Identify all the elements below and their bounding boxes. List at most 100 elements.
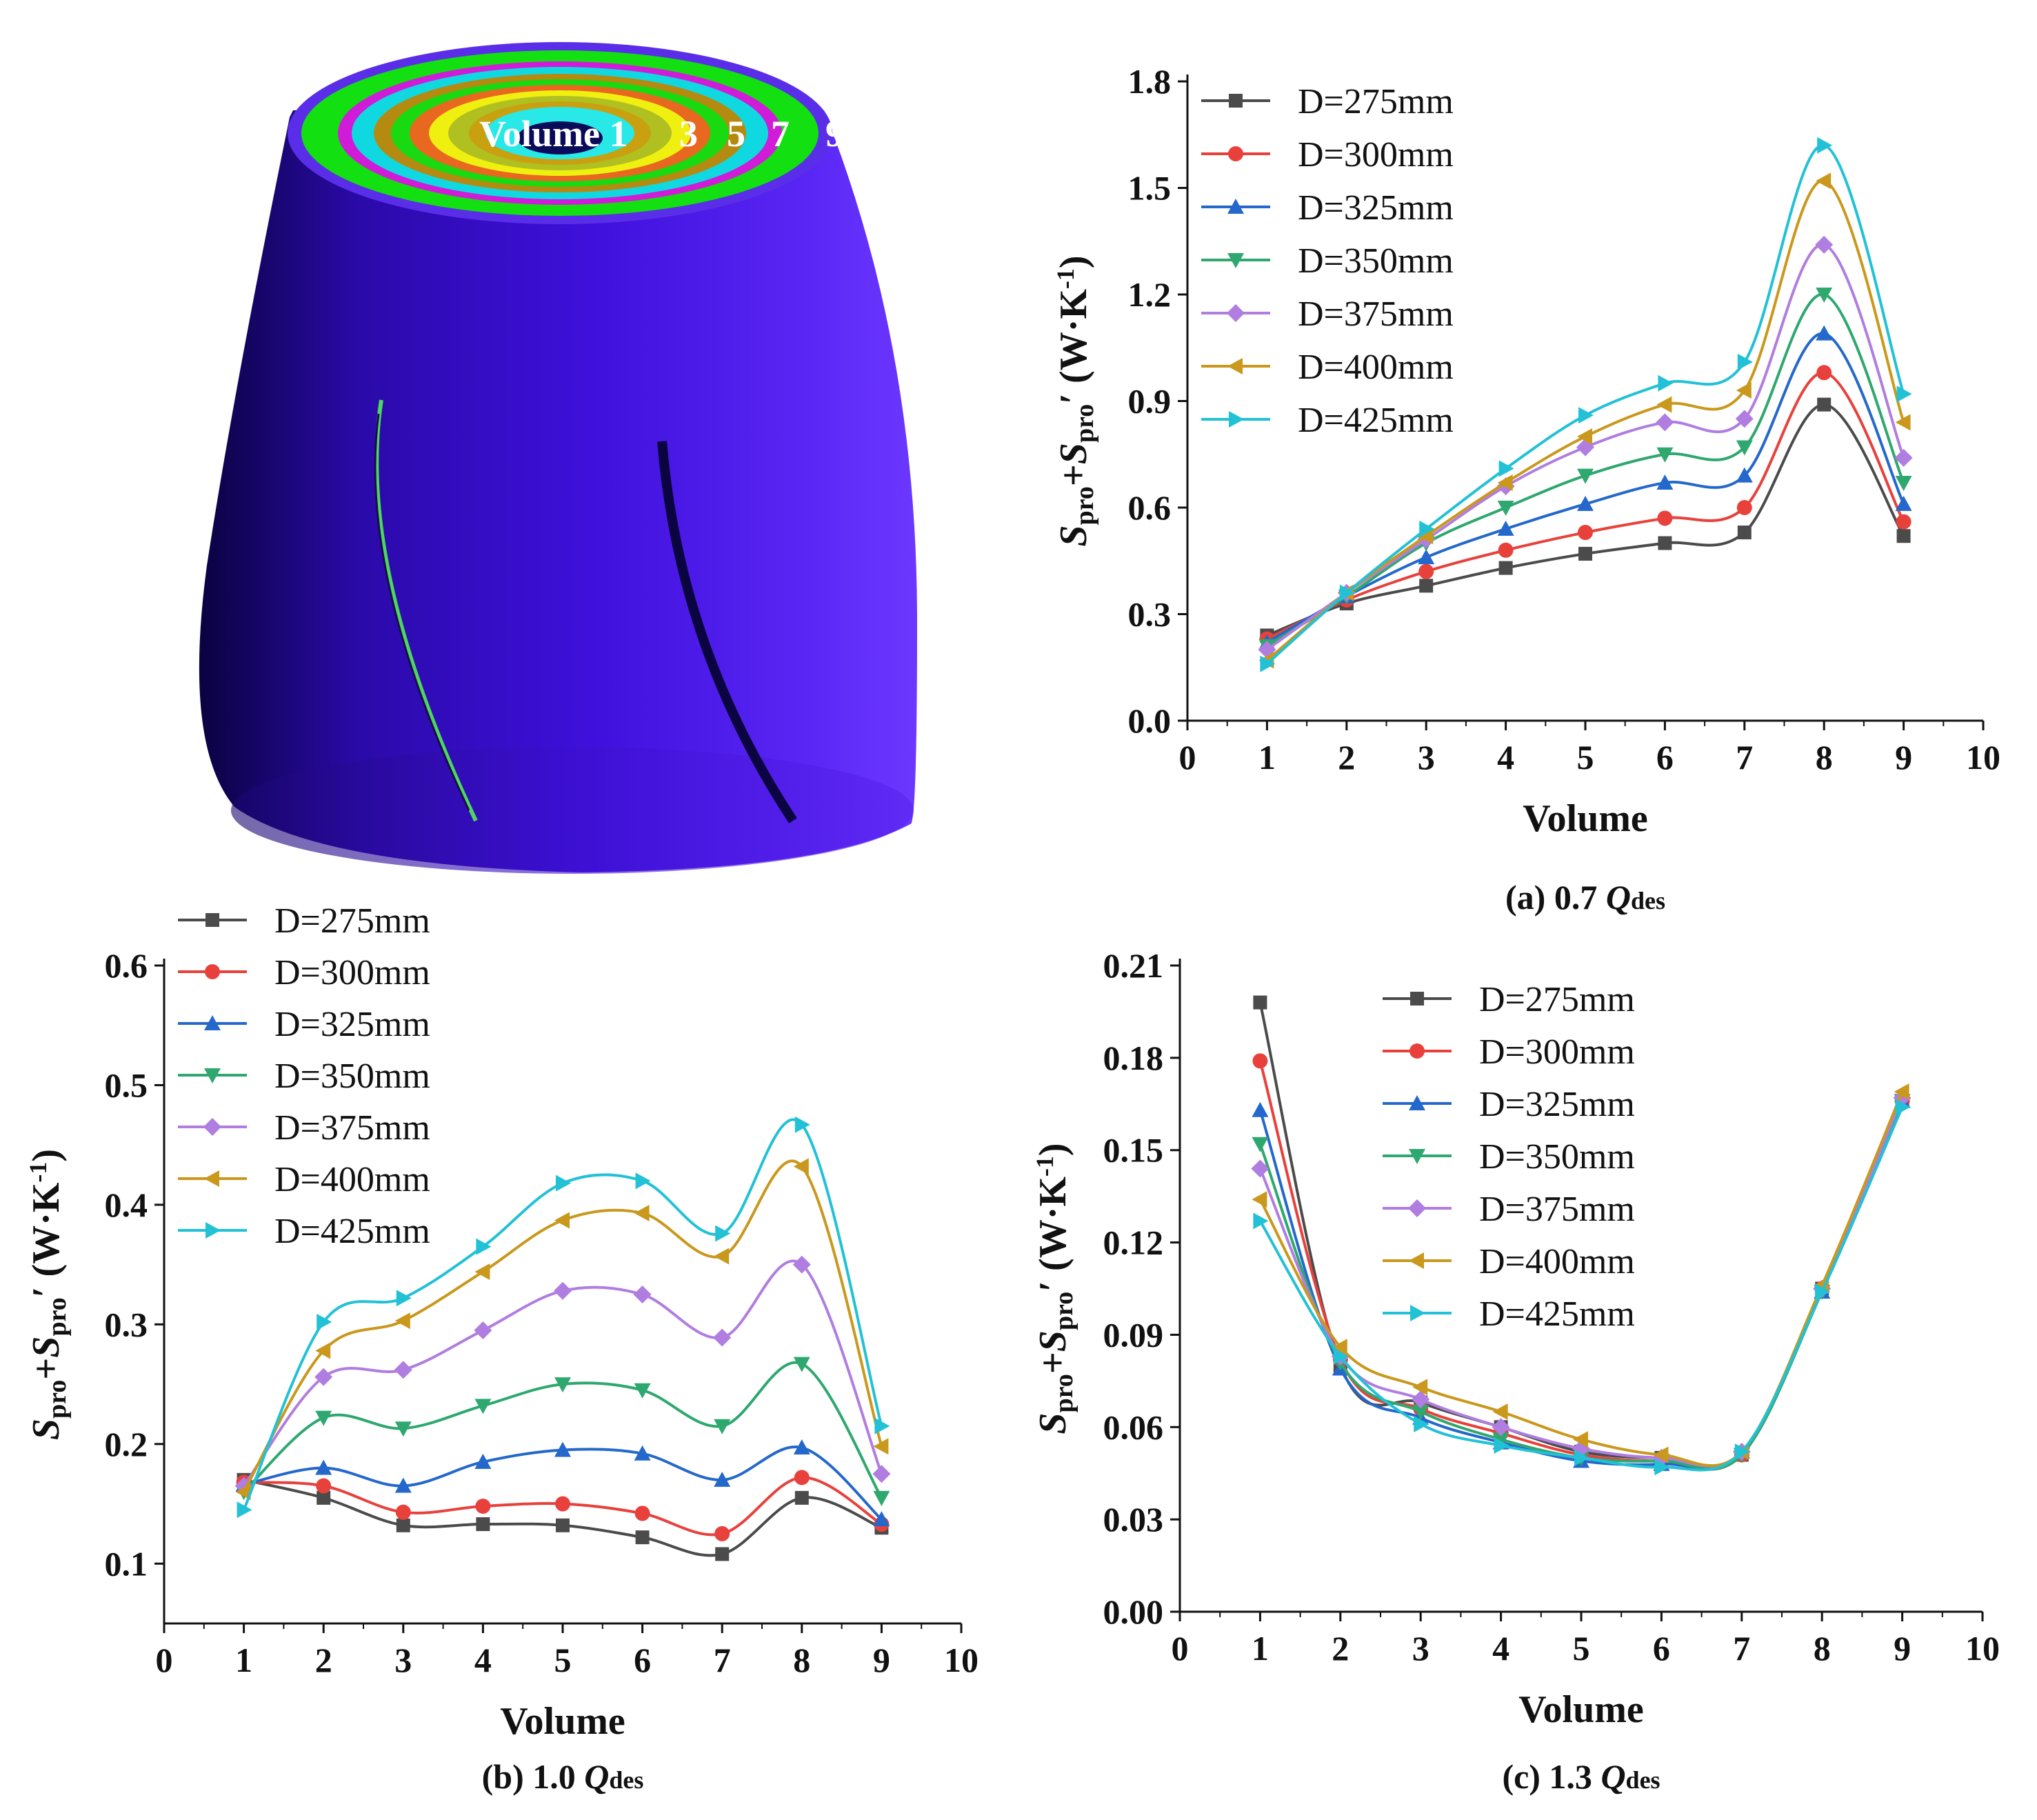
data-point bbox=[1260, 655, 1276, 672]
legend-marker bbox=[204, 1068, 221, 1083]
blade-edge-left-shadow bbox=[374, 413, 470, 811]
y-axis-label-part: pro bbox=[1050, 1374, 1078, 1412]
y-axis-label-part: pro bbox=[1050, 1292, 1078, 1330]
data-point bbox=[1573, 1431, 1588, 1448]
data-point bbox=[315, 1410, 332, 1426]
series-D=425mm bbox=[1253, 1099, 1911, 1476]
volume-label-9: 9 bbox=[825, 113, 844, 154]
data-point bbox=[1817, 137, 1833, 154]
y-axis-label-part: S bbox=[1052, 443, 1095, 464]
series-D=300mm bbox=[1259, 365, 1911, 647]
volume-label-5: 5 bbox=[727, 113, 745, 154]
data-point bbox=[714, 1526, 730, 1541]
y-axis-label-part: + bbox=[25, 1358, 68, 1380]
legend-label: D=275mm bbox=[1479, 980, 1635, 1019]
data-point bbox=[1735, 410, 1754, 428]
y-tick-label: 0.6 bbox=[105, 946, 148, 985]
y-tick-label: 0.00 bbox=[1103, 1592, 1164, 1631]
y-axis-label: Spro+Spro′ (W·K-1) bbox=[1052, 255, 1099, 546]
y-tick-label: 0.21 bbox=[1103, 946, 1164, 985]
data-point bbox=[556, 1518, 570, 1532]
legend-marker bbox=[1408, 1199, 1426, 1217]
data-point bbox=[873, 1490, 890, 1506]
data-point bbox=[1252, 1191, 1267, 1208]
data-point bbox=[554, 1377, 571, 1393]
data-point bbox=[475, 1499, 491, 1514]
legend-label: D=325mm bbox=[274, 1005, 430, 1044]
data-point bbox=[474, 1453, 492, 1469]
legend: D=275mm D=300mm D=325mm D=350mm D=375mm D=400… bbox=[178, 901, 430, 1251]
data-point bbox=[714, 1419, 731, 1434]
data-point bbox=[474, 1263, 490, 1281]
series-D=350mm bbox=[235, 1357, 890, 1506]
legend-label: D=300mm bbox=[1479, 1032, 1635, 1072]
y-tick-label: 0.3 bbox=[1128, 595, 1172, 634]
volume-rings bbox=[288, 42, 832, 224]
data-point bbox=[1815, 1283, 1831, 1300]
x-tick-label: 9 bbox=[1894, 1629, 1911, 1668]
caption-prefix: (a) 0.7 bbox=[1505, 878, 1606, 917]
data-point bbox=[1497, 501, 1514, 516]
legend-marker bbox=[1409, 1095, 1425, 1110]
data-point bbox=[1734, 1443, 1750, 1460]
x-tick-label: 5 bbox=[554, 1641, 572, 1679]
legend-marker bbox=[1229, 411, 1244, 428]
legend-marker bbox=[1410, 992, 1424, 1006]
legend-label: D=400mm bbox=[1479, 1242, 1635, 1281]
data-point bbox=[872, 1465, 891, 1483]
data-point bbox=[1737, 526, 1752, 540]
data-point bbox=[1252, 1101, 1269, 1117]
data-point bbox=[794, 1116, 810, 1133]
x-tick-label: 7 bbox=[714, 1641, 731, 1679]
y-tick-label: 1.2 bbox=[1128, 275, 1172, 314]
data-point bbox=[1737, 353, 1753, 370]
x-tick-label: 7 bbox=[1736, 738, 1753, 777]
legend-label: D=350mm bbox=[1298, 241, 1454, 281]
data-point bbox=[1656, 396, 1672, 413]
data-point bbox=[556, 1174, 571, 1192]
data-point bbox=[1252, 1053, 1268, 1069]
data-point bbox=[555, 1496, 570, 1512]
x-axis-label: Volume bbox=[1518, 1688, 1644, 1731]
data-point bbox=[1578, 407, 1594, 424]
y-tick-label: 0.9 bbox=[1128, 382, 1172, 421]
x-tick-label: 3 bbox=[394, 1641, 412, 1679]
x-tick-label: 4 bbox=[1497, 738, 1514, 777]
data-point bbox=[1656, 413, 1674, 432]
data-point bbox=[1412, 1390, 1430, 1409]
data-point bbox=[316, 1478, 332, 1494]
data-point bbox=[1339, 584, 1355, 601]
data-point bbox=[1736, 500, 1752, 515]
data-point bbox=[395, 1504, 411, 1520]
data-point bbox=[476, 1517, 490, 1532]
y-axis-label-part: ) bbox=[25, 1149, 68, 1162]
x-tick-label: 6 bbox=[634, 1641, 651, 1679]
legend-marker bbox=[205, 913, 219, 927]
data-point bbox=[1736, 440, 1753, 456]
data-point bbox=[634, 1205, 650, 1222]
data-point bbox=[1895, 475, 1912, 491]
y-axis-label: Spro+Spro′ (W·K-1) bbox=[24, 1149, 72, 1440]
data-point bbox=[1577, 428, 1592, 445]
data-point bbox=[1656, 447, 1674, 463]
y-axis-label-part: ′ (W·K bbox=[25, 1182, 68, 1297]
y-axis-label-part: ) bbox=[1052, 255, 1095, 268]
series-D=275mm bbox=[1260, 397, 1911, 643]
x-tick-label: 8 bbox=[793, 1641, 810, 1679]
legend-marker bbox=[1409, 1149, 1425, 1164]
data-point bbox=[1498, 561, 1513, 575]
data-point bbox=[714, 1471, 731, 1487]
data-point bbox=[1332, 1339, 1347, 1356]
data-point bbox=[1895, 1099, 1911, 1116]
series-line bbox=[1258, 1002, 1904, 1470]
legend-marker bbox=[205, 964, 220, 979]
legend-marker bbox=[203, 1118, 221, 1136]
y-tick-label: 1.5 bbox=[1128, 169, 1172, 208]
legend-marker bbox=[1227, 304, 1245, 322]
y-axis-label-part: + bbox=[1052, 464, 1095, 486]
x-tick-label: 3 bbox=[1412, 1629, 1429, 1668]
y-axis-label-part: -1 bbox=[24, 1162, 52, 1183]
x-tick-label: 2 bbox=[1332, 1629, 1349, 1668]
x-tick-label: 5 bbox=[1577, 738, 1594, 777]
series-D=275mm bbox=[237, 1472, 889, 1561]
